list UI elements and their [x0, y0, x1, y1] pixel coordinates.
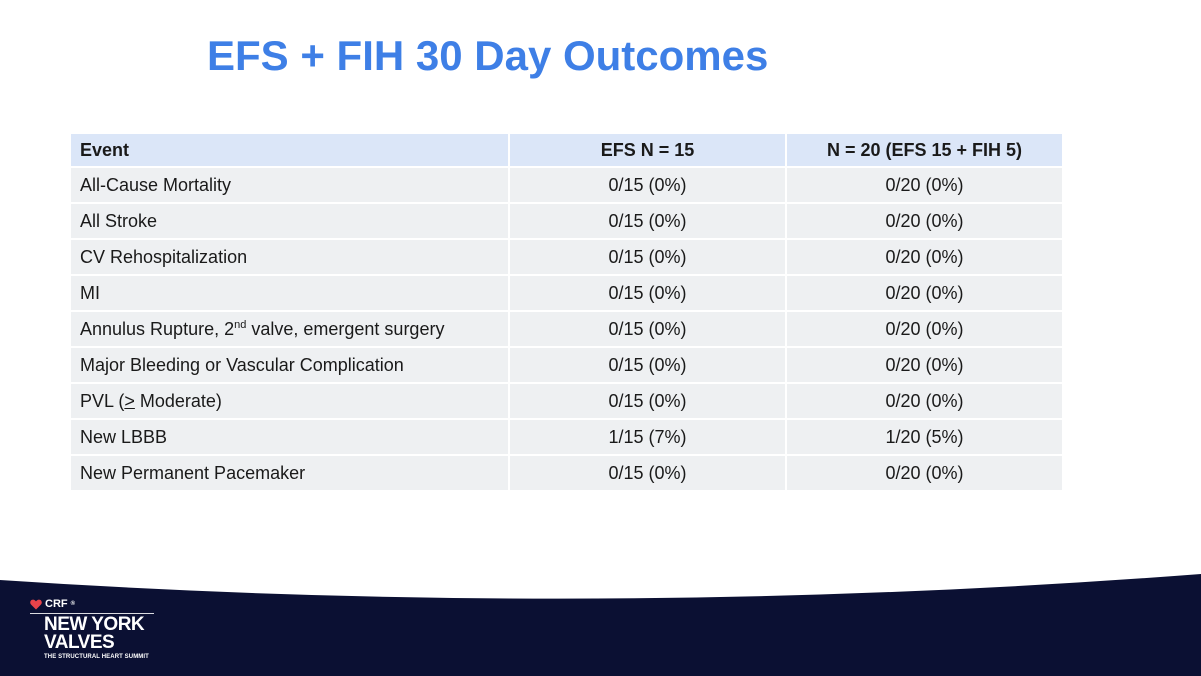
event-cell: New Permanent Pacemaker	[71, 455, 510, 492]
greater-equal-symbol: >	[124, 390, 135, 411]
event-cell: PVL (> Moderate)	[71, 383, 510, 420]
crf-brand: CRF ®	[30, 598, 154, 610]
event-cell: MI	[71, 275, 510, 312]
registered-mark: ®	[70, 601, 76, 607]
event-cell: Major Bleeding or Vascular Complication	[71, 347, 510, 384]
combined-cell: 0/20 (0%)	[786, 275, 1062, 312]
logo-divider	[30, 613, 154, 614]
efs-cell: 0/15 (0%)	[509, 347, 787, 384]
event-text: valve, emergent surgery	[246, 318, 445, 339]
logo-line-valves: VALVES	[44, 632, 115, 653]
combined-cell: 0/20 (0%)	[786, 203, 1062, 240]
outcomes-table: Event EFS N = 15 N = 20 (EFS 15 + FIH 5)…	[71, 134, 1062, 492]
logo-tagline: THE STRUCTURAL HEART SUMMIT	[44, 654, 149, 660]
table-row: New Permanent Pacemaker 0/15 (0%) 0/20 (…	[71, 455, 1062, 492]
table-row: MI 0/15 (0%) 0/20 (0%)	[71, 275, 1062, 312]
column-header-efs: EFS N = 15	[509, 134, 787, 168]
efs-cell: 0/15 (0%)	[509, 311, 787, 348]
efs-cell: 0/15 (0%)	[509, 383, 787, 420]
crf-new-york-valves-logo: CRF ® NEW YORK VALVES THE STRUCTURAL HEAR…	[30, 598, 154, 660]
combined-cell: 0/20 (0%)	[786, 239, 1062, 276]
combined-cell: 1/20 (5%)	[786, 419, 1062, 456]
event-cell: All-Cause Mortality	[71, 167, 510, 204]
table-header-row: Event EFS N = 15 N = 20 (EFS 15 + FIH 5)	[71, 134, 1062, 168]
event-cell: New LBBB	[71, 419, 510, 456]
efs-cell: 0/15 (0%)	[509, 203, 787, 240]
efs-cell: 0/15 (0%)	[509, 455, 787, 492]
event-text: Annulus Rupture, 2	[80, 318, 235, 339]
combined-cell: 0/20 (0%)	[786, 167, 1062, 204]
table-row: All Stroke 0/15 (0%) 0/20 (0%)	[71, 203, 1062, 240]
table-row: PVL (> Moderate) 0/15 (0%) 0/20 (0%)	[71, 383, 1062, 420]
column-header-combined: N = 20 (EFS 15 + FIH 5)	[786, 134, 1062, 168]
event-text: Moderate)	[134, 390, 222, 411]
table-row: New LBBB 1/15 (7%) 1/20 (5%)	[71, 419, 1062, 456]
crf-text: CRF	[45, 598, 68, 610]
efs-cell: 0/15 (0%)	[509, 239, 787, 276]
table-row: Major Bleeding or Vascular Complication …	[71, 347, 1062, 384]
efs-cell: 0/15 (0%)	[509, 167, 787, 204]
column-header-event: Event	[71, 134, 510, 168]
event-cell: Annulus Rupture, 2nd valve, emergent sur…	[71, 311, 510, 348]
slide-title: EFS + FIH 30 Day Outcomes	[207, 32, 769, 79]
event-text: PVL (	[80, 390, 125, 411]
heart-icon	[30, 599, 42, 609]
event-cell: All Stroke	[71, 203, 510, 240]
efs-cell: 0/15 (0%)	[509, 275, 787, 312]
efs-cell: 1/15 (7%)	[509, 419, 787, 456]
combined-cell: 0/20 (0%)	[786, 383, 1062, 420]
combined-cell: 0/20 (0%)	[786, 347, 1062, 384]
logo-line-new-york: NEW YORK	[44, 614, 145, 635]
table-row: Annulus Rupture, 2nd valve, emergent sur…	[71, 311, 1062, 348]
table-row: CV Rehospitalization 0/15 (0%) 0/20 (0%)	[71, 239, 1062, 276]
ordinal-superscript: nd	[234, 318, 247, 331]
table-row: All-Cause Mortality 0/15 (0%) 0/20 (0%)	[71, 167, 1062, 204]
event-cell: CV Rehospitalization	[71, 239, 510, 276]
footer-band	[0, 574, 1201, 676]
combined-cell: 0/20 (0%)	[786, 455, 1062, 492]
combined-cell: 0/20 (0%)	[786, 311, 1062, 348]
